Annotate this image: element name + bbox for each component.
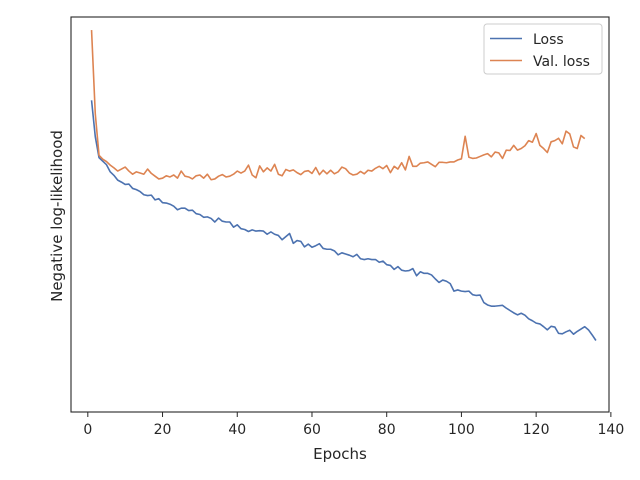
series-layer xyxy=(90,30,597,341)
x-tick-label: 140 xyxy=(598,422,625,438)
x-tick-label: 40 xyxy=(228,422,246,438)
x-tick-label: 100 xyxy=(448,422,475,438)
y-axis-label: Negative log-likelihood xyxy=(48,130,66,302)
legend-label-val-loss: Val. loss xyxy=(533,54,590,70)
plot-frame xyxy=(70,16,610,413)
legend-label-loss: Loss xyxy=(533,32,564,48)
x-axis: 0 20 40 60 80 100 120 140 xyxy=(83,412,624,438)
series-line-val-loss xyxy=(90,30,586,181)
x-tick-label: 120 xyxy=(523,422,550,438)
legend-box xyxy=(483,23,603,75)
series-line-loss xyxy=(90,100,597,341)
x-axis-label: Epochs xyxy=(313,445,367,463)
x-tick-label: 0 xyxy=(83,422,92,438)
legend: Loss Val. loss xyxy=(483,23,603,75)
x-tick-label: 60 xyxy=(303,422,321,438)
x-tick-label: 20 xyxy=(154,422,172,438)
x-tick-label: 80 xyxy=(378,422,396,438)
plot-area xyxy=(71,17,609,412)
